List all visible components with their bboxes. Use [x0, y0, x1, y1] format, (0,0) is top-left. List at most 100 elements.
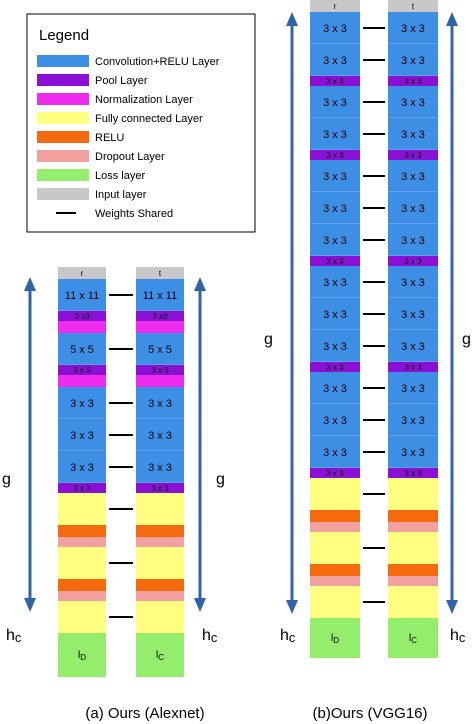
conv-layer: [388, 160, 438, 192]
layer-label: 3 x 3: [404, 469, 422, 478]
layer-label: 3 x 3: [323, 203, 347, 215]
pool-layer: [310, 150, 360, 160]
pool-layer: [58, 365, 106, 375]
loss-layer: [58, 633, 106, 677]
layer-label: 3 x 3: [401, 309, 425, 321]
layer-label: 3 x 3: [148, 430, 172, 442]
fc-layer: [58, 493, 106, 525]
layer-label: 3 x 3: [326, 257, 344, 266]
conv-layer: [388, 192, 438, 224]
pool-layer: [388, 150, 438, 160]
conv-layer: [136, 387, 184, 419]
g-label-right: g: [216, 471, 225, 488]
legend-label: Dropout Layer: [95, 151, 165, 163]
layer-label: 3 x 3: [326, 363, 344, 372]
layer-label: 3 x 3: [401, 55, 425, 67]
relu-layer: [58, 525, 106, 537]
fc-layer: [388, 532, 438, 564]
conv-layer: [58, 333, 106, 365]
legend-swatch: [37, 112, 89, 124]
right-header-label: t: [159, 269, 162, 278]
left-input-header: [310, 0, 360, 12]
layer-label: 3 x 3: [401, 97, 425, 109]
norm-layer: [136, 321, 184, 333]
drop-layer: [136, 591, 184, 601]
layer-label: 3 x 3: [323, 235, 347, 247]
norm-layer: [136, 375, 184, 387]
relu-layer: [58, 579, 106, 591]
drop-layer: [136, 537, 184, 547]
legend-label: RELU: [95, 132, 124, 144]
vgg16-network: r t 3 x 3 3 x 3 3 x 3 3 x 3 3 x 3 3 x 3 3 x 3 3 x…: [264, 0, 471, 722]
legend-swatch: [37, 188, 89, 200]
conv-layer: [58, 387, 106, 419]
fc-layer: [58, 601, 106, 633]
right-input-header: [388, 0, 438, 12]
alexnet-network: r t 11 x 11 11 x 11 3 x3 3 x3 5 x 5 5 x 5 3 x 3 3…: [2, 267, 225, 722]
layer-label: 3 x 3: [326, 469, 344, 478]
conv-layer: [310, 192, 360, 224]
layer-label: 3 x 3: [401, 447, 425, 459]
relu-layer: [136, 525, 184, 537]
layer-label: 3 x 3: [401, 341, 425, 353]
fc-layer: [388, 586, 438, 618]
layer-label: 3 x 3: [323, 309, 347, 321]
relu-layer: [310, 564, 360, 576]
norm-layer: [58, 375, 106, 387]
loss-layer: [388, 618, 438, 658]
conv-layer: [136, 419, 184, 451]
layer-label: 5 x 5: [148, 344, 172, 356]
right-loss-label: lC: [409, 633, 417, 645]
layer-label: 3 x 3: [326, 77, 344, 86]
pool-layer: [388, 256, 438, 266]
layer-label: 3 x 3: [323, 341, 347, 353]
layer-label: 3 x 3: [323, 97, 347, 109]
legend-label: Fully connected Layer: [95, 113, 203, 125]
layer-label: 3 x 3: [148, 462, 172, 474]
left-loss-label: lD: [331, 633, 339, 645]
fc-layer: [310, 586, 360, 618]
relu-layer: [310, 510, 360, 522]
layer-label: 3 x 3: [404, 151, 422, 160]
relu-layer: [388, 564, 438, 576]
layer-label: 3 x3: [74, 312, 90, 321]
conv-layer: [58, 451, 106, 483]
loss-layer: [136, 633, 184, 677]
legend-item: Dropout Layer: [37, 150, 165, 163]
layer-label: 3 x 3: [148, 398, 172, 410]
drop-layer: [388, 522, 438, 532]
conv-layer: [310, 330, 360, 362]
fc-layer: [388, 478, 438, 510]
layer-label: 3 x3: [152, 312, 168, 321]
conv-layer: [388, 404, 438, 436]
fc-layer: [136, 493, 184, 525]
pool-layer: [310, 362, 360, 372]
conv-layer: [136, 333, 184, 365]
layer-label: 3 x 3: [151, 366, 169, 375]
layer-label: 3 x 3: [323, 383, 347, 395]
legend-item: Weights Shared: [56, 208, 173, 220]
layer-label: 3 x 3: [323, 277, 347, 289]
right-loss-label: lC: [156, 650, 164, 662]
drop-layer: [310, 522, 360, 532]
layer-label: 3 x 3: [323, 415, 347, 427]
layer-label: 3 x 3: [70, 462, 94, 474]
layer-label: 3 x 3: [404, 257, 422, 266]
legend-item: Convolution+RELU Layer: [37, 55, 220, 68]
layer-label: 11 x 11: [143, 290, 177, 302]
legend-item: Pool Layer: [37, 74, 148, 87]
legend-label: Pool Layer: [95, 75, 148, 87]
right-input-header: [136, 267, 184, 279]
loss-layer: [310, 618, 360, 658]
legend-label: Convolution+RELU Layer: [95, 56, 220, 68]
norm-layer: [58, 321, 106, 333]
extent-arrow-head-up: [286, 12, 298, 26]
layer-label: 3 x 3: [323, 129, 347, 141]
fc-layer: [58, 547, 106, 579]
layer-label: 3 x 3: [401, 129, 425, 141]
extent-arrow-head-up: [446, 12, 458, 26]
legend-item: Normalization Layer: [37, 93, 193, 106]
layer-label: 3 x 3: [404, 77, 422, 86]
fc-layer: [310, 478, 360, 510]
